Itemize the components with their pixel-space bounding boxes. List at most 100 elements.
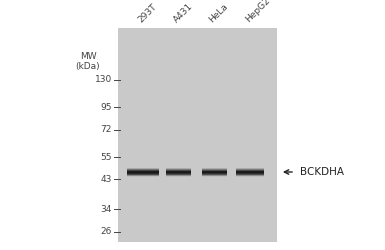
Text: HeLa: HeLa bbox=[208, 2, 230, 24]
Bar bbox=[236, 173, 264, 174]
Bar bbox=[201, 171, 226, 172]
Bar bbox=[236, 168, 264, 169]
Bar bbox=[166, 171, 191, 172]
Bar bbox=[236, 176, 264, 177]
Bar bbox=[236, 170, 264, 171]
Bar bbox=[166, 172, 191, 174]
Bar bbox=[166, 175, 191, 176]
Bar bbox=[201, 173, 226, 174]
Text: 130: 130 bbox=[95, 76, 112, 84]
Bar bbox=[166, 169, 191, 170]
Bar bbox=[127, 173, 159, 174]
Text: 34: 34 bbox=[100, 204, 112, 214]
Bar bbox=[127, 175, 159, 176]
Bar bbox=[166, 172, 191, 173]
Bar bbox=[236, 169, 264, 170]
Text: BCKDHA: BCKDHA bbox=[300, 167, 344, 177]
Text: HepG2: HepG2 bbox=[244, 0, 272, 24]
Bar bbox=[201, 169, 226, 170]
Bar bbox=[201, 168, 226, 169]
Bar bbox=[236, 171, 264, 172]
Bar bbox=[166, 175, 191, 176]
Bar bbox=[166, 173, 191, 174]
Bar bbox=[236, 168, 264, 169]
Bar bbox=[166, 169, 191, 170]
Bar bbox=[127, 170, 159, 171]
Bar bbox=[236, 174, 264, 175]
Bar bbox=[236, 172, 264, 174]
Bar bbox=[166, 173, 191, 174]
Text: 26: 26 bbox=[100, 228, 112, 236]
Bar bbox=[127, 172, 159, 173]
Bar bbox=[166, 170, 191, 171]
Bar bbox=[166, 176, 191, 177]
Bar bbox=[201, 176, 226, 177]
Bar bbox=[127, 169, 159, 170]
Bar bbox=[166, 174, 191, 175]
Bar bbox=[166, 175, 191, 176]
Bar bbox=[201, 171, 226, 172]
Bar bbox=[201, 169, 226, 170]
Bar bbox=[127, 168, 159, 169]
Text: 293T: 293T bbox=[137, 2, 159, 24]
Bar bbox=[127, 172, 159, 173]
Bar bbox=[236, 171, 264, 172]
Bar bbox=[166, 176, 191, 177]
Bar bbox=[166, 170, 191, 171]
Bar bbox=[201, 175, 226, 176]
Bar bbox=[127, 176, 159, 177]
Bar bbox=[127, 169, 159, 170]
Bar bbox=[127, 176, 159, 177]
Bar bbox=[127, 175, 159, 176]
Bar bbox=[127, 174, 159, 175]
Text: 72: 72 bbox=[100, 126, 112, 134]
Bar bbox=[166, 172, 191, 173]
Bar bbox=[127, 174, 159, 175]
Bar bbox=[166, 171, 191, 172]
Text: 55: 55 bbox=[100, 152, 112, 162]
Bar bbox=[236, 174, 264, 175]
Bar bbox=[201, 172, 226, 173]
Bar bbox=[127, 175, 159, 176]
Bar bbox=[201, 174, 226, 175]
Text: A431: A431 bbox=[172, 1, 194, 24]
Bar bbox=[201, 175, 226, 176]
Bar bbox=[127, 172, 159, 174]
Bar bbox=[201, 169, 226, 170]
Text: 95: 95 bbox=[100, 102, 112, 112]
Bar bbox=[166, 170, 191, 171]
Bar bbox=[201, 176, 226, 177]
Bar bbox=[236, 175, 264, 176]
Bar bbox=[236, 170, 264, 171]
Bar bbox=[236, 172, 264, 173]
Bar bbox=[166, 169, 191, 170]
Text: MW
(kDa): MW (kDa) bbox=[76, 52, 100, 72]
Bar bbox=[118, 28, 277, 242]
Bar bbox=[127, 170, 159, 171]
Bar bbox=[236, 175, 264, 176]
Bar bbox=[236, 172, 264, 173]
Bar bbox=[127, 169, 159, 170]
Bar bbox=[201, 172, 226, 174]
Bar bbox=[201, 168, 226, 169]
Bar bbox=[166, 168, 191, 169]
Bar bbox=[127, 170, 159, 171]
Bar bbox=[236, 169, 264, 170]
Bar bbox=[201, 170, 226, 171]
Bar bbox=[166, 174, 191, 175]
Bar bbox=[201, 173, 226, 174]
Bar bbox=[236, 176, 264, 177]
Bar bbox=[236, 170, 264, 171]
Bar bbox=[201, 170, 226, 171]
Bar bbox=[201, 174, 226, 175]
Bar bbox=[127, 171, 159, 172]
Bar bbox=[201, 172, 226, 173]
Bar bbox=[127, 173, 159, 174]
Bar bbox=[201, 175, 226, 176]
Bar bbox=[127, 168, 159, 169]
Bar bbox=[236, 175, 264, 176]
Text: 43: 43 bbox=[100, 174, 112, 184]
Bar bbox=[201, 170, 226, 171]
Bar bbox=[127, 171, 159, 172]
Bar bbox=[236, 169, 264, 170]
